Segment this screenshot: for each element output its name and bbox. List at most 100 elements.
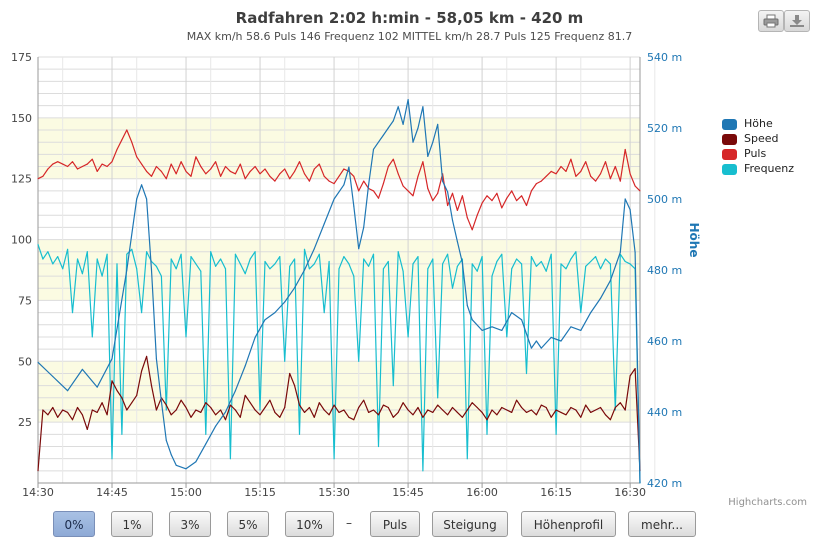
- data-point: [506, 409, 508, 411]
- data-point: [279, 416, 281, 418]
- data-point: [348, 166, 350, 168]
- data-point: [377, 445, 380, 448]
- data-point: [249, 170, 251, 172]
- data-point: [535, 183, 538, 185]
- data-point: [481, 329, 483, 331]
- data-point: [540, 260, 542, 263]
- steigung-button[interactable]: Steigung: [432, 511, 508, 537]
- data-point: [136, 394, 138, 396]
- data-point: [91, 336, 93, 338]
- export-button[interactable]: [784, 10, 810, 32]
- y-tick-label-right: 520 m: [647, 122, 682, 135]
- data-point: [200, 165, 202, 168]
- data-point: [397, 173, 399, 175]
- data-point: [71, 312, 74, 314]
- data-point: [619, 251, 621, 253]
- x-tick-label: 15:45: [392, 486, 424, 499]
- data-point: [575, 175, 577, 177]
- data-point: [42, 175, 44, 177]
- data-point: [619, 180, 621, 182]
- series-puls: [37, 129, 641, 231]
- data-point: [106, 414, 108, 416]
- data-point: [387, 127, 389, 129]
- puls-button[interactable]: Puls: [370, 511, 420, 537]
- data-point: [402, 123, 404, 125]
- data-point: [313, 248, 315, 250]
- data-point: [368, 184, 370, 186]
- data-point: [447, 414, 449, 416]
- range-button-5[interactable]: 5%: [227, 511, 269, 537]
- data-point: [146, 198, 148, 200]
- data-point: [259, 409, 261, 411]
- x-tick-label: 16:30: [614, 486, 646, 499]
- series-frequenz: [37, 243, 641, 484]
- data-point: [629, 209, 631, 211]
- data-point: [200, 411, 202, 413]
- print-button[interactable]: [758, 10, 784, 32]
- data-point: [333, 458, 335, 460]
- data-point: [274, 411, 276, 413]
- data-point: [456, 411, 458, 413]
- data-point: [422, 106, 424, 108]
- data-point: [131, 248, 133, 250]
- hoehenprofil-button[interactable]: Höhenprofil: [521, 511, 616, 537]
- data-point: [318, 402, 320, 404]
- data-point: [358, 190, 360, 192]
- more-button[interactable]: mehr...: [628, 511, 696, 537]
- data-point: [294, 385, 296, 387]
- data-point: [62, 163, 64, 165]
- data-point: [136, 156, 138, 158]
- data-point: [545, 270, 547, 272]
- data-point: [338, 411, 340, 413]
- data-point: [185, 468, 187, 470]
- data-point: [239, 416, 241, 418]
- data-point: [91, 409, 93, 411]
- chart-title: Radfahren 2:02 h:min - 58,05 km - 420 m: [235, 9, 584, 27]
- data-point: [343, 168, 345, 170]
- range-button-3[interactable]: 3%: [169, 511, 211, 537]
- data-point: [486, 195, 488, 197]
- legend-label-speed: Speed: [744, 132, 779, 145]
- y-tick-label-left: 25: [18, 416, 32, 429]
- data-point: [195, 461, 197, 463]
- data-point: [511, 312, 513, 314]
- data-point: [234, 390, 236, 392]
- data-point: [580, 170, 582, 172]
- data-point: [136, 268, 138, 270]
- data-point: [590, 175, 592, 177]
- legend-label-hoehe: Höhe: [744, 117, 773, 130]
- data-point: [363, 399, 365, 401]
- data-point: [451, 406, 454, 409]
- data-point: [516, 200, 518, 202]
- data-point: [585, 161, 587, 163]
- data-point: [437, 397, 439, 399]
- y-tick-label-left: 175: [11, 51, 32, 64]
- data-point: [353, 175, 355, 177]
- data-point: [215, 161, 217, 163]
- data-point: [624, 409, 626, 411]
- data-point: [550, 416, 552, 418]
- data-point: [126, 253, 128, 255]
- data-point: [392, 120, 394, 122]
- range-button-10[interactable]: 10%: [285, 511, 334, 537]
- data-point: [407, 99, 409, 101]
- credits-link[interactable]: Highcharts.com: [728, 497, 807, 508]
- data-point: [407, 336, 409, 338]
- data-point: [604, 414, 607, 416]
- data-point: [368, 265, 370, 267]
- range-button-0[interactable]: 0%: [53, 511, 95, 537]
- data-point: [501, 207, 503, 209]
- data-point: [303, 411, 306, 413]
- data-point: [535, 340, 538, 342]
- data-point: [353, 275, 355, 277]
- data-point: [229, 458, 231, 460]
- chart-container: 25 50 75 100 125 150 175 420 m 440 m 460 m 480 m 50…: [11, 9, 810, 508]
- data-point: [175, 268, 177, 270]
- data-point: [155, 165, 157, 168]
- data-point: [624, 198, 626, 200]
- data-point: [215, 425, 217, 427]
- data-point: [392, 385, 394, 387]
- data-point: [254, 251, 256, 253]
- data-point: [101, 402, 103, 404]
- range-button-1[interactable]: 1%: [111, 511, 153, 537]
